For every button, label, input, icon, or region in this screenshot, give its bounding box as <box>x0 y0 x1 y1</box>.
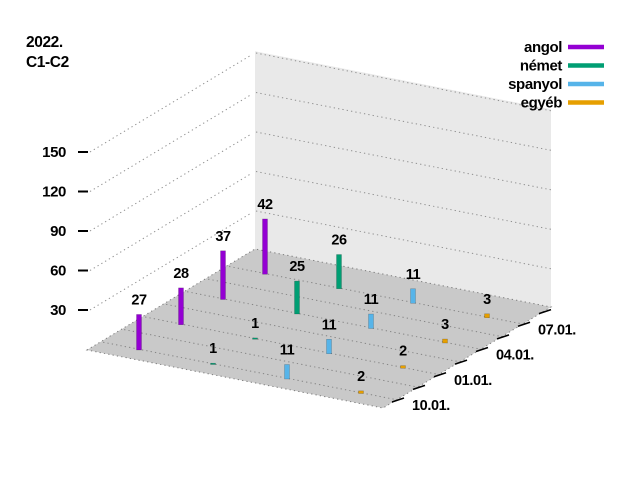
wall-gridline <box>255 210 552 270</box>
z-gridline <box>89 133 253 232</box>
z-gridline <box>89 93 253 192</box>
date-tick-label: 04.01. <box>496 348 534 364</box>
bar-value-label: 42 <box>257 197 273 213</box>
wall-gridline <box>255 171 552 230</box>
wall-gridline <box>255 52 552 112</box>
series-2-bar-3 <box>410 288 416 304</box>
bar-value-label: 37 <box>215 229 231 245</box>
series-2-bar-0 <box>284 364 290 380</box>
date-tick-mark <box>517 321 531 328</box>
bar-value-label: 28 <box>173 266 189 282</box>
z-gridline <box>89 172 253 271</box>
series-0-bar-0 <box>136 314 142 351</box>
legend-label: spanyol <box>508 76 562 93</box>
bar-value-label: 2 <box>399 344 407 360</box>
legend-label: egyéb <box>521 95 563 112</box>
floor-gridline <box>101 341 399 401</box>
bar-value-label: 11 <box>280 343 295 359</box>
date-tick-label: 01.01. <box>454 373 492 389</box>
date-tick-mark <box>433 371 447 378</box>
date-tick-mark <box>454 359 468 365</box>
bar-value-label: 1 <box>209 341 217 357</box>
legend-item-0: angol <box>524 39 604 56</box>
bar-value-label: 11 <box>406 267 421 283</box>
series-3-bar-1 <box>400 365 406 369</box>
date-tick-label: 10.01. <box>412 398 450 414</box>
bar-value-label: 11 <box>322 317 337 333</box>
plot-back-wall <box>255 51 551 307</box>
chart-title-line-2: C1-C2 <box>26 54 69 71</box>
series-1-bar-0 <box>210 362 216 365</box>
z-gridline <box>89 54 253 153</box>
series-2-bar-1 <box>326 339 332 354</box>
z-tick-label: 120 <box>42 184 66 201</box>
bar-value-label: 25 <box>289 259 305 275</box>
floor-gridline <box>164 303 462 363</box>
bar-value-label: 3 <box>483 292 491 308</box>
date-tick-mark <box>412 384 426 391</box>
series-0-bar-3 <box>262 218 268 275</box>
bar-value-label: 3 <box>441 317 449 333</box>
floor-gridline <box>227 265 525 325</box>
series-0-bar-2 <box>220 250 226 300</box>
series-1-bar-1 <box>252 337 258 340</box>
legend-item-1: német <box>520 58 604 75</box>
series-2-bar-2 <box>368 313 374 329</box>
date-tick-mark <box>538 308 552 315</box>
z-gridline <box>89 212 253 311</box>
date-tick-label: 07.01. <box>538 322 576 338</box>
series-3-bar-2 <box>442 338 448 344</box>
series-3-bar-0 <box>358 390 364 394</box>
bar-value-label: 1 <box>251 316 259 332</box>
bar-value-label: 11 <box>364 292 379 308</box>
legend-label: német <box>520 58 563 75</box>
floor-gridline <box>143 316 441 376</box>
date-tick-mark <box>475 346 489 353</box>
series-0-bar-1 <box>178 287 184 325</box>
bar-value-label: 27 <box>131 292 147 308</box>
bar-value-label: 2 <box>357 369 365 385</box>
wall-gridline <box>255 92 552 151</box>
z-tick-label: 150 <box>42 144 66 161</box>
floor-gridline <box>185 291 483 350</box>
z-tick-label: 30 <box>50 302 66 319</box>
date-tick-mark <box>496 334 510 340</box>
series-1-bar-3 <box>336 254 342 289</box>
bar-value-label: 26 <box>331 233 347 249</box>
floor-gridline <box>122 328 420 388</box>
legend-item-3: egyéb <box>521 95 604 112</box>
series-3-bar-3 <box>484 313 490 318</box>
wall-gridline <box>255 131 552 191</box>
legend-label: angol <box>524 39 562 56</box>
date-tick-mark <box>391 397 405 403</box>
series-1-bar-2 <box>294 280 300 315</box>
z-tick-label: 60 <box>50 263 66 280</box>
plot-floor <box>85 248 553 409</box>
floor-gridline <box>206 278 504 338</box>
chart-title-line-1: 2022. <box>26 34 63 51</box>
z-tick-label: 90 <box>50 223 66 240</box>
legend-item-2: spanyol <box>508 76 604 93</box>
